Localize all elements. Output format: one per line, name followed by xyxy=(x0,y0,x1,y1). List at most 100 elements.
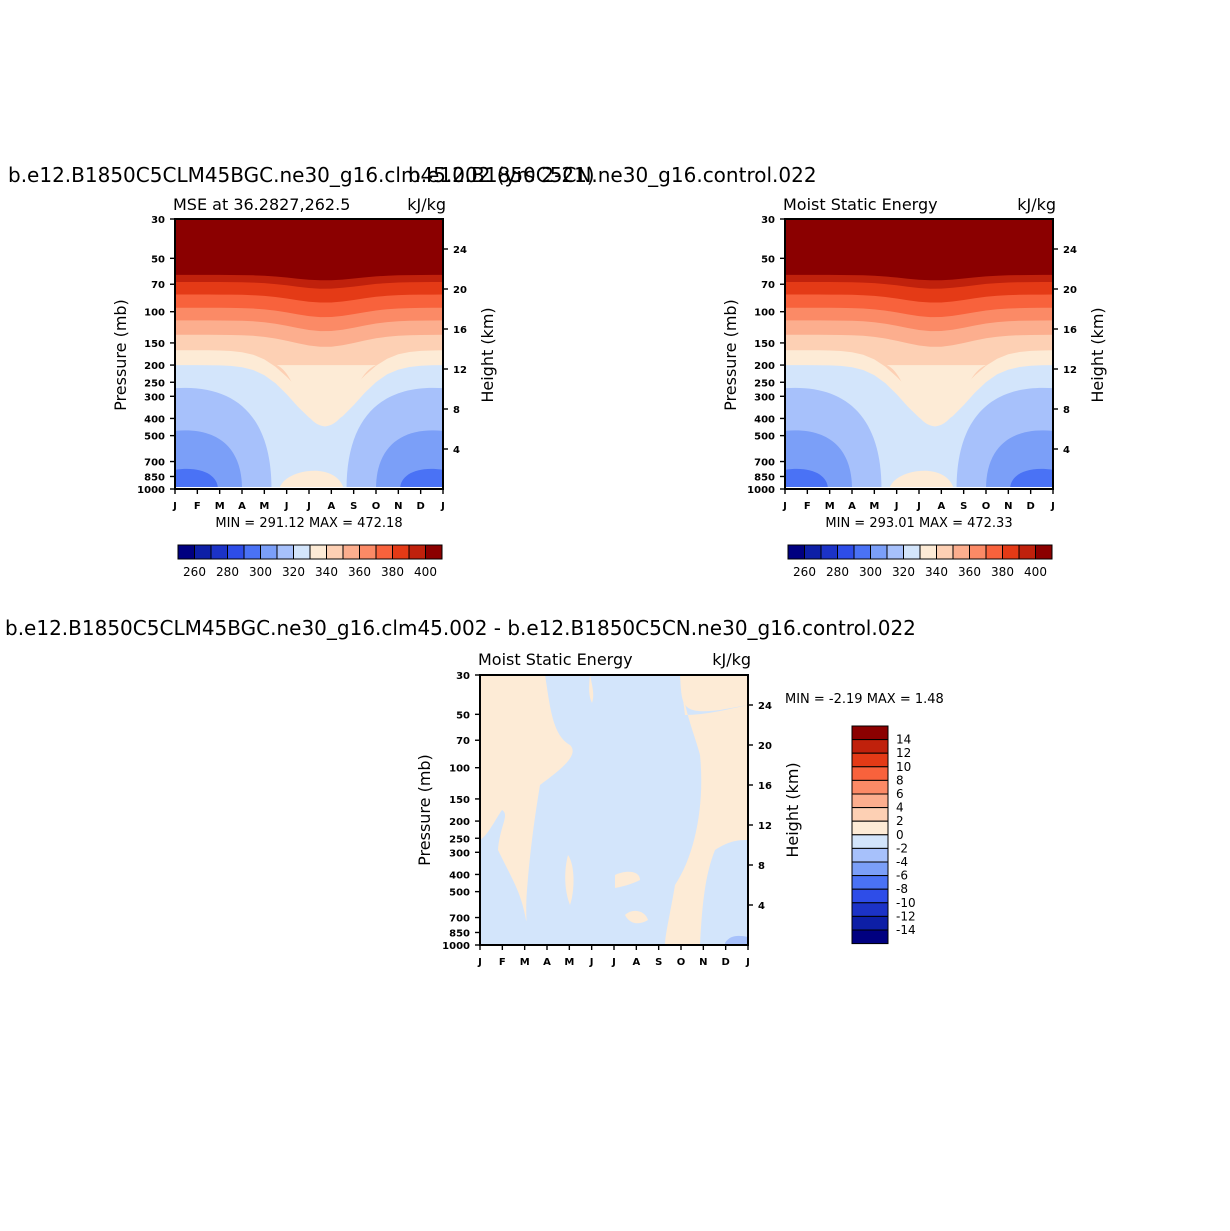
y-axis-label: Pressure (mb) xyxy=(111,299,130,411)
contour-plot: J F M A M J J A S O N D J 30 50 70 100 150 200 250 300 400 500… xyxy=(137,215,467,512)
x-tick-label: A xyxy=(848,501,856,512)
contour-band xyxy=(615,871,640,888)
colorbar-swatch xyxy=(787,544,805,560)
colorbar-label: 14 xyxy=(896,733,911,747)
y-tick-label: 700 xyxy=(754,458,775,469)
y-tick-label: 700 xyxy=(449,914,470,925)
y-tick-label: 100 xyxy=(754,308,775,319)
colorbar-swatch xyxy=(359,544,377,560)
panel-units-label: kJ/kg xyxy=(1017,195,1056,214)
colorbar-label: 380 xyxy=(991,565,1014,579)
colorbar-swatch xyxy=(425,544,443,560)
colorbar-label: 360 xyxy=(348,565,371,579)
y2-tick-label: 20 xyxy=(1063,285,1077,296)
colorbar-label: -6 xyxy=(896,869,908,883)
colorbar: 260 280 300 320 340 360 380 400 xyxy=(787,544,1053,579)
colorbar-label: 280 xyxy=(826,565,849,579)
y-tick-label: 200 xyxy=(449,817,470,828)
contour-band xyxy=(175,468,218,489)
panel-units-label: kJ/kg xyxy=(712,650,751,669)
panel-clm45: b.e12.B1850C5CLM45BGC.ne30_g16.clm45.002… xyxy=(8,163,595,579)
contour-band xyxy=(785,468,828,489)
colorbar-swatch xyxy=(851,779,889,795)
contour-band xyxy=(279,470,344,489)
colorbar-label: -10 xyxy=(896,896,916,910)
colorbar-label: -4 xyxy=(896,855,908,869)
y2-tick-label: 8 xyxy=(758,861,765,872)
y-tick-label: 150 xyxy=(754,339,775,350)
x-tick-label: S xyxy=(655,957,662,968)
min-max-stats: MIN = -2.19 MAX = 1.48 xyxy=(785,692,944,707)
colorbar-label: 260 xyxy=(183,565,206,579)
y-tick-label: 250 xyxy=(144,378,165,389)
colorbar-label: 2 xyxy=(896,814,904,828)
colorbar-label: 12 xyxy=(896,746,911,760)
y2-tick-label: 24 xyxy=(453,245,467,256)
y-tick-label: 30 xyxy=(456,671,470,682)
y-tick-label: 850 xyxy=(449,928,470,939)
colorbar-swatch xyxy=(392,544,410,560)
panel-control: b.e12.B1850C5CN.ne30_g16.control.022 Moi… xyxy=(408,163,1107,579)
plot-frame xyxy=(479,674,749,946)
panel-left-label: MSE at 36.2827,262.5 xyxy=(173,195,350,214)
x-tick-label: A xyxy=(543,957,551,968)
x-tick-label: J xyxy=(440,501,445,512)
colorbar-swatch xyxy=(1035,544,1053,560)
contour-band xyxy=(625,910,648,924)
panel-difference: b.e12.B1850C5CLM45BGC.ne30_g16.clm45.002… xyxy=(5,616,944,968)
x-tick-label: A xyxy=(937,501,945,512)
colorbar-swatch xyxy=(851,847,889,863)
x-tick-label: N xyxy=(1004,501,1012,512)
y-tick-label: 300 xyxy=(754,392,775,403)
colorbar-label: -12 xyxy=(896,909,916,923)
colorbar-label: 300 xyxy=(249,565,272,579)
y-tick-label: 50 xyxy=(151,254,165,265)
contour-plot: J F M A M J J A S O N D J 30 50 70 100 150 200 250 300 400 500… xyxy=(442,671,772,968)
y-tick-label: 1000 xyxy=(137,485,165,496)
y2-tick-label: 16 xyxy=(1063,325,1077,336)
colorbar-label: -14 xyxy=(896,923,916,937)
y-tick-label: 200 xyxy=(144,361,165,372)
colorbar-swatch xyxy=(851,902,889,917)
colorbar-swatch xyxy=(276,544,294,560)
colorbar-label: -2 xyxy=(896,841,908,855)
y2-tick-label: 4 xyxy=(453,445,460,456)
y-tick-label: 50 xyxy=(456,710,470,721)
colorbar-swatch xyxy=(851,807,889,822)
colorbar-swatch xyxy=(851,725,889,741)
x-tick-label: M xyxy=(520,957,530,968)
y2-tick-label: 20 xyxy=(758,741,772,752)
x-tick-label: J xyxy=(782,501,787,512)
colorbar-swatch xyxy=(985,544,1003,560)
x-tick-label: A xyxy=(632,957,640,968)
colorbar-swatch xyxy=(936,544,954,560)
colorbar-swatch xyxy=(210,544,228,560)
colorbar-swatch xyxy=(851,739,889,754)
x-tick-label: S xyxy=(960,501,967,512)
colorbar-swatch xyxy=(851,915,889,931)
colorbar-swatch xyxy=(375,544,393,560)
x-tick-label: M xyxy=(215,501,225,512)
y2-axis-label: Height (km) xyxy=(478,307,497,402)
y-tick-label: 250 xyxy=(754,378,775,389)
y2-tick-label: 4 xyxy=(1063,445,1070,456)
x-tick-label: O xyxy=(677,957,686,968)
y2-tick-label: 8 xyxy=(453,405,460,416)
y-tick-label: 70 xyxy=(761,280,775,291)
min-max-stats: MIN = 293.01 MAX = 472.33 xyxy=(825,516,1012,531)
colorbar-label: 8 xyxy=(896,773,904,787)
y-tick-label: 400 xyxy=(449,870,470,881)
x-tick-label: F xyxy=(499,957,506,968)
colorbar: 260 280 300 320 340 360 380 400 xyxy=(177,544,443,579)
colorbar-swatch xyxy=(870,544,888,560)
colorbar-swatch xyxy=(851,834,889,849)
contour-band xyxy=(400,468,443,489)
colorbar-label: 360 xyxy=(958,565,981,579)
colorbar-swatch xyxy=(1002,544,1020,560)
y2-tick-label: 24 xyxy=(758,701,772,712)
panel-units-label: kJ/kg xyxy=(407,195,446,214)
x-tick-label: A xyxy=(238,501,246,512)
y-tick-label: 300 xyxy=(144,392,165,403)
colorbar-swatch xyxy=(851,875,889,890)
